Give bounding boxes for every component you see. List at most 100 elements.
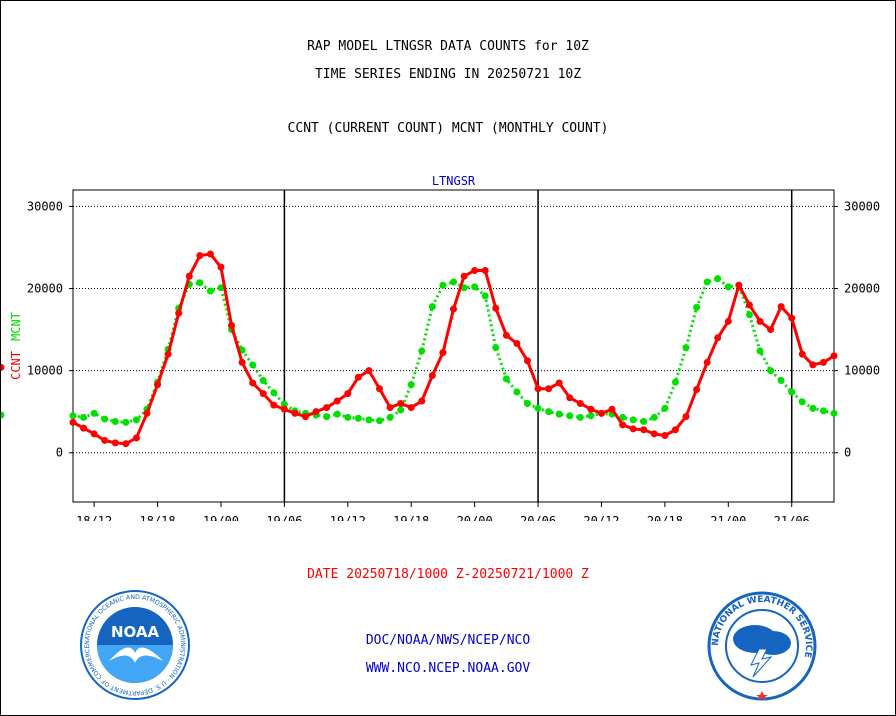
mcnt-data-point: [502, 375, 510, 383]
ccnt-data-point: [270, 401, 278, 409]
ccnt-data-point: [523, 357, 531, 365]
ccnt-data-point: [767, 326, 775, 334]
mcnt-data-point: [69, 412, 77, 420]
ccnt-data-point: [407, 404, 415, 412]
x-tick-label: 19/18: [393, 514, 429, 521]
mcnt-data-point: [788, 388, 796, 396]
ccnt-data-point: [439, 349, 447, 357]
mcnt-data-point: [545, 408, 553, 416]
mcnt-data-point: [513, 388, 521, 396]
ccnt-data-point: [819, 358, 827, 366]
y-tick-label-left: 20000: [27, 282, 63, 296]
mcnt-data-point: [767, 367, 775, 375]
mcnt-data-point: [397, 406, 405, 414]
y-tick-label-right: 20000: [844, 282, 880, 296]
mcnt-data-point: [206, 287, 214, 295]
ccnt-data-point: [386, 404, 394, 412]
mcnt-data-point: [418, 347, 426, 355]
mcnt-data-point: [101, 415, 109, 423]
ccnt-data-point: [809, 361, 817, 369]
ccnt-data-point: [122, 440, 130, 448]
mcnt-data-point: [428, 303, 436, 311]
mcnt-data-point: [354, 414, 362, 422]
ccnt-data-point: [185, 272, 193, 280]
mcnt-data-point: [122, 418, 130, 426]
x-tick-label: 18/12: [76, 514, 112, 521]
y-tick-label-left: 30000: [27, 199, 63, 213]
ccnt-data-point: [735, 281, 743, 289]
ccnt-data-point: [703, 358, 711, 366]
mcnt-data-point: [777, 376, 785, 384]
mcnt-data-point: [249, 361, 257, 369]
mcnt-data-point: [619, 413, 627, 421]
ccnt-data-point: [682, 413, 690, 421]
x-tick-label: 21/06: [774, 514, 810, 521]
mcnt-data-point: [1, 411, 5, 419]
ccnt-data-point: [323, 404, 331, 412]
org-label: DOC/NOAA/NWS/NCEP/NCO: [365, 633, 531, 648]
ccnt-data-point: [545, 385, 553, 393]
mcnt-data-point: [80, 413, 88, 421]
website-link[interactable]: WWW.NCO.NCEP.NOAA.GOV: [365, 661, 531, 676]
mcnt-data-point: [450, 278, 457, 286]
x-tick-label: 20/00: [457, 514, 493, 521]
ccnt-data-point: [693, 386, 701, 394]
mcnt-data-point: [640, 418, 648, 426]
ccnt-data-point: [90, 430, 98, 438]
mcnt-data-point: [90, 409, 98, 417]
ccnt-data-point: [228, 321, 236, 329]
ccnt-data-point: [312, 408, 320, 416]
ccnt-data-point: [259, 390, 267, 398]
ccnt-data-point: [164, 350, 172, 358]
ccnt-data-point: [238, 358, 246, 366]
y-tick-label-right: 10000: [844, 364, 880, 378]
ccnt-data-point: [101, 436, 109, 444]
ccnt-data-point: [724, 317, 732, 325]
ccnt-data-point: [597, 409, 605, 417]
ccnt-data-point: [534, 385, 542, 393]
ccnt-data-point: [154, 381, 162, 389]
mcnt-data-point: [650, 413, 658, 421]
mcnt-data-point: [132, 416, 140, 424]
mcnt-data-point: [629, 416, 637, 424]
x-tick-label: 20/18: [647, 514, 683, 521]
ccnt-data-point: [471, 266, 479, 274]
nws-logo-icon: NATIONAL WEATHER SERVICE: [707, 591, 817, 701]
ccnt-data-point: [196, 252, 204, 260]
ccnt-data-point: [333, 397, 341, 405]
mcnt-data-point: [555, 410, 563, 418]
ccnt-data-point: [80, 424, 88, 432]
x-tick-label: 20/06: [520, 514, 556, 521]
y-tick-label-left: 10000: [27, 364, 63, 378]
ccnt-data-point: [619, 421, 627, 429]
y-tick-label-right: 0: [844, 446, 851, 460]
mcnt-data-point: [819, 407, 827, 415]
ccnt-data-point: [428, 372, 436, 380]
mcnt-data-point: [745, 311, 753, 319]
ccnt-data-point: [1, 363, 5, 371]
mcnt-data-point: [587, 412, 595, 420]
mcnt-data-point: [714, 275, 722, 283]
ccnt-data-point: [555, 379, 563, 387]
ccnt-data-point: [788, 314, 796, 322]
mcnt-data-point: [386, 413, 394, 421]
ccnt-data-point: [502, 331, 510, 339]
ccnt-data-point: [249, 379, 257, 387]
mcnt-data-point: [407, 381, 415, 389]
ccnt-data-point: [291, 409, 299, 417]
mcnt-data-point: [481, 292, 489, 300]
ccnt-data-point: [132, 434, 140, 442]
mcnt-data-point: [259, 376, 267, 384]
ccnt-data-point: [418, 397, 426, 405]
mcnt-series-line: [72, 277, 835, 424]
ccnt-data-point: [756, 317, 764, 325]
mcnt-data-point: [365, 416, 373, 424]
mcnt-data-point: [280, 400, 288, 408]
y-axis-label-mcnt: MCNT: [9, 312, 23, 341]
ccnt-data-point: [608, 405, 616, 413]
ccnt-data-point: [661, 431, 669, 439]
ccnt-data-point: [354, 373, 362, 381]
plot-frame: [72, 189, 835, 503]
x-tick-label: 19/00: [203, 514, 239, 521]
